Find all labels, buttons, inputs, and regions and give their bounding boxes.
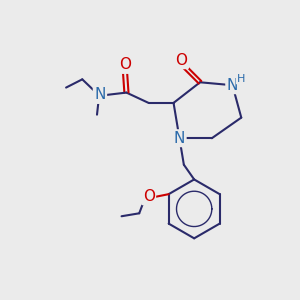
Text: N: N xyxy=(94,87,106,102)
Text: N: N xyxy=(227,78,238,93)
Text: H: H xyxy=(236,74,245,84)
Text: O: O xyxy=(119,57,131,72)
Text: N: N xyxy=(174,131,185,146)
Text: O: O xyxy=(142,189,154,204)
Text: O: O xyxy=(176,53,188,68)
